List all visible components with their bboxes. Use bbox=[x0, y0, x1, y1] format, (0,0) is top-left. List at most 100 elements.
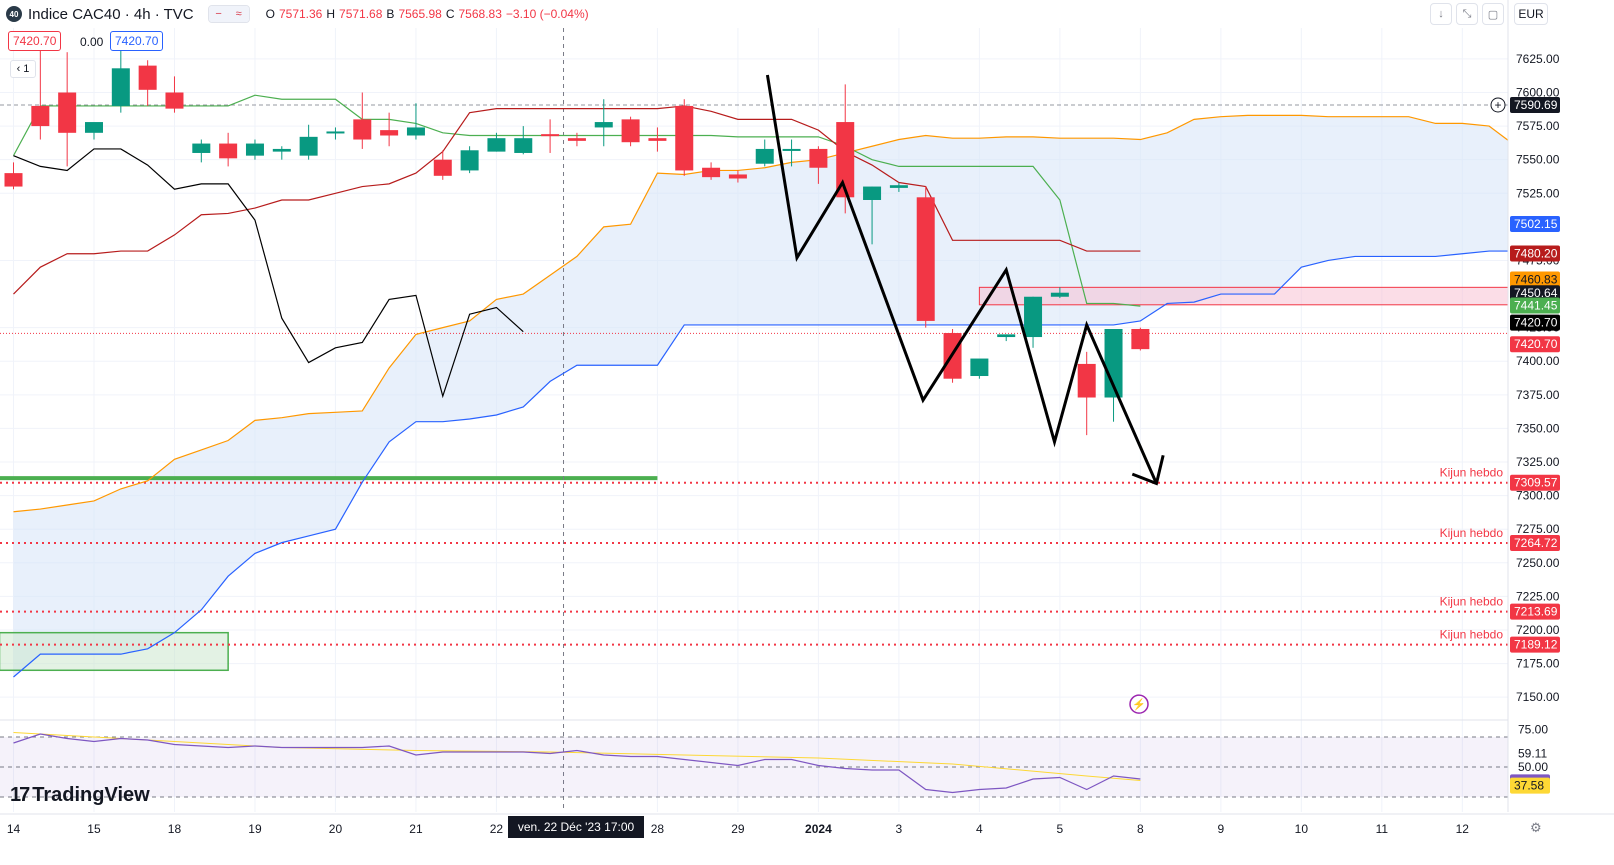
time-tick-label: 14 bbox=[7, 822, 21, 836]
price-marker bbox=[1510, 314, 1560, 331]
time-tick-label: 11 bbox=[1376, 822, 1389, 836]
approx-icon[interactable]: ≈ bbox=[228, 6, 249, 22]
candle-body bbox=[326, 131, 345, 134]
symbol-title[interactable]: Indice CAC40 · 4h · TVC bbox=[28, 5, 194, 23]
candle-body bbox=[272, 148, 291, 152]
candle-body bbox=[299, 136, 318, 156]
collapse-icon[interactable]: ⤡ bbox=[1456, 3, 1478, 25]
candle-body bbox=[245, 143, 264, 156]
price-tick-label: 7625.00 bbox=[1516, 52, 1560, 66]
ohlc-open-value: 7571.36 bbox=[278, 7, 323, 21]
currency-select[interactable]: EUR bbox=[1514, 3, 1548, 25]
candle-body bbox=[863, 186, 882, 200]
price-marker bbox=[1510, 474, 1560, 491]
spread-value: 0.00 bbox=[80, 35, 104, 49]
ichimoku-cloud bbox=[13, 115, 1516, 678]
time-tick-label: 9 bbox=[1218, 822, 1225, 836]
add-alert-icon bbox=[1490, 97, 1506, 113]
candle-body bbox=[675, 105, 694, 171]
price-marker bbox=[1510, 636, 1560, 653]
price-tick-label: 7325.00 bbox=[1516, 455, 1560, 469]
price-marker bbox=[1510, 535, 1560, 552]
candle-body bbox=[1024, 296, 1043, 338]
time-tick-label: 4 bbox=[976, 822, 983, 836]
price-marker bbox=[1510, 215, 1560, 232]
candle-body bbox=[353, 119, 372, 140]
candle-body bbox=[1050, 292, 1069, 297]
time-tick-label: 3 bbox=[896, 822, 903, 836]
ohlc-high-key: H bbox=[326, 7, 336, 21]
time-tick-label: 15 bbox=[87, 822, 101, 836]
candle-body bbox=[1104, 328, 1123, 398]
ohlc-close-value: 7568.83 bbox=[458, 7, 502, 21]
kijun-hebdo-label: Kijun hebdo bbox=[1440, 628, 1504, 642]
crosshair-date-label: ven. 22 Déc '23 17:00 bbox=[508, 816, 644, 838]
minus-icon[interactable]: − bbox=[208, 6, 229, 22]
buy-price-button[interactable]: 7420.70 bbox=[110, 31, 164, 51]
candle-body bbox=[460, 150, 479, 171]
support-box bbox=[0, 631, 229, 672]
price-tick-label: 7275.00 bbox=[1516, 522, 1560, 536]
candle-body bbox=[31, 105, 50, 127]
time-tick-label: 21 bbox=[409, 822, 423, 836]
price-tick-label: 7200.00 bbox=[1516, 623, 1560, 637]
candle-body bbox=[809, 148, 828, 168]
collapse-label: 1 bbox=[23, 63, 30, 75]
zigzag-drawing bbox=[765, 74, 1158, 485]
price-marker-label: 7450.64 bbox=[1514, 286, 1558, 300]
price-tick-label: 7375.00 bbox=[1516, 388, 1560, 402]
symbol-badge: 40 bbox=[6, 6, 22, 22]
candle-body bbox=[487, 138, 506, 152]
time-tick-label: 12 bbox=[1456, 822, 1470, 836]
ohlc-readout: O 7571.36 H 7571.68 B 7565.98 C 7568.83 −3.1… bbox=[266, 7, 589, 21]
time-tick-label: 2024 bbox=[805, 822, 832, 836]
rsi-marker bbox=[1510, 777, 1550, 794]
sell-price-button[interactable]: 7420.70 bbox=[8, 31, 62, 51]
price-tick-label: 7400.00 bbox=[1516, 354, 1560, 368]
price-marker-label: 7420.70 bbox=[1514, 337, 1558, 351]
price-marker-label: 7309.57 bbox=[1514, 476, 1558, 490]
candle-body bbox=[380, 130, 399, 136]
candle-body bbox=[916, 197, 935, 321]
candle-body bbox=[648, 138, 667, 141]
rsi-tick-label: 59.11 bbox=[1518, 746, 1547, 760]
price-marker-label: 7502.15 bbox=[1514, 217, 1558, 231]
price-marker bbox=[1510, 297, 1560, 314]
candle-body bbox=[541, 134, 560, 137]
price-marker-label: 7480.20 bbox=[1514, 246, 1558, 260]
lightning-glyph: ⚡ bbox=[1132, 698, 1146, 711]
ohlc-close-key: C bbox=[445, 7, 455, 21]
tradingview-logo[interactable]: 17 TradingView bbox=[10, 784, 150, 807]
price-marker-label: 7420.70 bbox=[1514, 316, 1558, 330]
candle-body bbox=[58, 92, 77, 133]
collapse-button[interactable]: ‹ 1 bbox=[10, 60, 36, 78]
candle-body bbox=[594, 122, 613, 128]
logo-mark: 17 bbox=[10, 784, 30, 806]
price-marker bbox=[1510, 97, 1560, 114]
logo-text: TradingView bbox=[32, 784, 150, 806]
price-tick-label: 7525.00 bbox=[1516, 186, 1560, 200]
price-marker-label: 7460.83 bbox=[1514, 272, 1558, 286]
settings-icon[interactable]: ⚙ bbox=[1530, 820, 1542, 835]
fullscreen-icon[interactable]: ▢ bbox=[1482, 3, 1504, 25]
ohlc-change-value: −3.10 (−0.04%) bbox=[505, 7, 589, 21]
candle-body bbox=[219, 143, 238, 159]
lightning-icon bbox=[1129, 694, 1149, 714]
symbol-header: 40 Indice CAC40 · 4h · TVC − ≈ O 7571.36 … bbox=[6, 4, 589, 24]
time-tick-label: 19 bbox=[248, 822, 262, 836]
candle-body bbox=[702, 167, 721, 178]
candle-body bbox=[514, 138, 533, 153]
time-tick-label: 5 bbox=[1057, 822, 1064, 836]
chevron-icon: ‹ bbox=[16, 63, 21, 75]
price-marker-label: 7189.12 bbox=[1514, 638, 1558, 652]
candle-body bbox=[138, 65, 157, 90]
price-axis-bg bbox=[1508, 0, 1614, 865]
candle-body bbox=[889, 185, 908, 188]
rsi-line bbox=[13, 733, 1141, 794]
senkou-span-a-line bbox=[13, 114, 1517, 513]
down-arrow-icon[interactable]: ↓ bbox=[1430, 3, 1452, 25]
rsi-ma-line bbox=[13, 732, 1141, 781]
senkou-span-b-line bbox=[13, 250, 1516, 678]
time-tick-label: 10 bbox=[1295, 822, 1309, 836]
